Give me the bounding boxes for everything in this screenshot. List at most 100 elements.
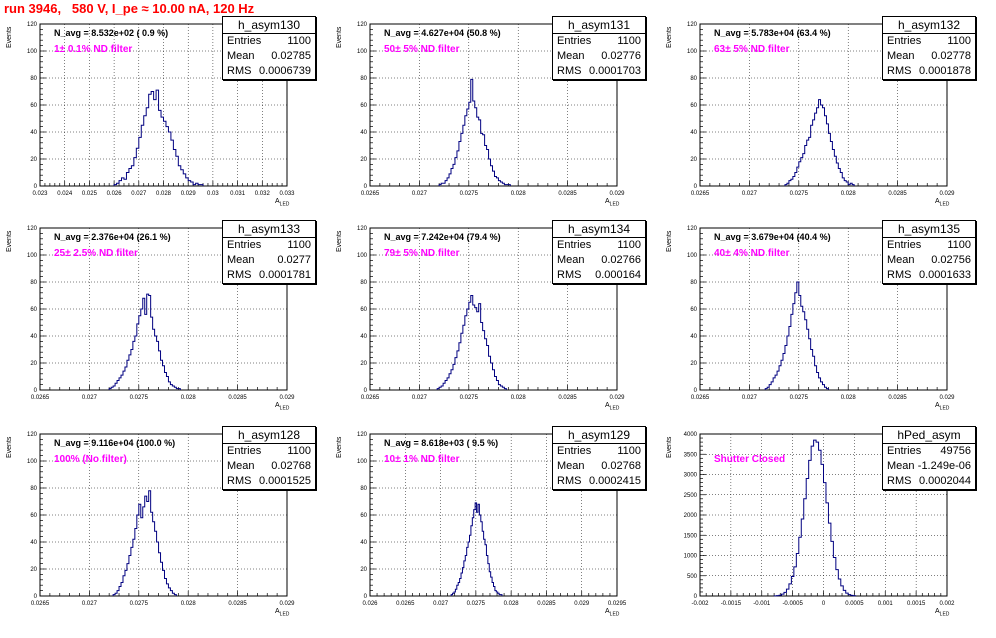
histogram-bin [465, 556, 466, 597]
histogram-bin [465, 316, 467, 390]
stat-entries-value: 49756 [940, 444, 971, 459]
y-tick-label: 0 [694, 388, 698, 394]
navg-label: N_avg = 7.242e+04 (79.4 %) [384, 232, 501, 242]
y-tick-label: 0 [694, 184, 698, 190]
x-tick-label: 0.027 [742, 191, 758, 197]
x-axis-label: ALED [275, 402, 289, 411]
histogram-bin [813, 120, 815, 186]
navg-label: N_avg = 5.783e+04 (63.4 %) [714, 28, 831, 38]
histogram-bin [477, 512, 478, 596]
stat-rms-value: 0.0001525 [259, 474, 311, 489]
histogram-bin [823, 108, 825, 186]
x-tick-label: 0.0285 [558, 191, 577, 197]
histogram-bin [471, 526, 472, 596]
y-tick-label: 40 [360, 540, 367, 546]
stat-mean-value: 0.02785 [271, 49, 311, 64]
y-tick-label: 40 [690, 130, 697, 136]
stat-mean-value: 0.02766 [601, 253, 641, 268]
y-tick-label: 80 [690, 76, 697, 82]
histogram-series [785, 100, 854, 186]
y-tick-label: 40 [360, 334, 367, 340]
histogram-bin [809, 137, 811, 186]
y-tick-label: 60 [30, 307, 37, 313]
histogram-bin [485, 146, 487, 187]
x-tick-label: -0.0015 [721, 601, 742, 607]
histogram-bin [821, 464, 823, 596]
x-tick-label: 0.0275 [460, 191, 479, 197]
histogram-bin [151, 512, 153, 596]
x-axis-label-subscript: LED [280, 611, 290, 617]
filter-annotation: 100% (No filter) [54, 454, 127, 465]
x-tick-label: 0.028 [156, 191, 172, 197]
histogram-bin [146, 108, 148, 186]
y-tick-label: 0 [34, 184, 38, 190]
y-tick-label: 40 [30, 334, 37, 340]
histogram-bin [473, 101, 475, 186]
y-tick-label: 80 [30, 486, 37, 492]
y-tick-label: 40 [30, 540, 37, 546]
x-tick-label: 0.027 [131, 191, 147, 197]
stat-rms-key: RMS [557, 474, 581, 489]
histogram-bin [475, 108, 477, 186]
stat-mean-key: Mean [557, 253, 585, 268]
x-tick-label: 0.027 [742, 395, 758, 401]
histogram-bin [131, 350, 133, 391]
y-tick-label: 0 [694, 594, 698, 600]
histogram-bin [803, 312, 805, 390]
y-tick-label: 2500 [684, 493, 698, 499]
histogram-bin [478, 504, 479, 596]
histogram-bin [816, 442, 818, 596]
y-axis-label: Events [666, 27, 673, 48]
filter-annotation: 10± 1% ND filter [384, 454, 460, 465]
y-tick-label: 120 [27, 22, 38, 28]
y-tick-label: 40 [690, 334, 697, 340]
stat-mean-value: 0.02776 [601, 49, 641, 64]
histogram-name: h_asym134 [553, 221, 645, 238]
x-tick-label: 0.002 [939, 601, 955, 607]
x-tick-label: 0.028 [181, 395, 197, 401]
y-tick-label: 100 [27, 253, 38, 259]
histogram-series [113, 491, 176, 596]
navg-label: N_avg = 3.679e+04 (40.4 %) [714, 232, 831, 242]
histogram-bin [477, 312, 479, 390]
histogram-name: h_asym128 [223, 427, 315, 444]
histogram-bin [473, 305, 475, 390]
x-axis-label-subscript: LED [610, 405, 620, 411]
y-axis-label: Events [6, 437, 13, 458]
y-tick-label: 60 [360, 103, 367, 109]
histogram-bin [469, 302, 471, 390]
y-tick-label: 60 [690, 307, 697, 313]
histogram-series [439, 79, 510, 186]
x-axis-label: ALED [935, 402, 949, 411]
stat-entries-value: 1100 [287, 238, 311, 253]
histogram-bin [124, 179, 126, 186]
stat-mean: Mean 0.02766 [553, 253, 645, 268]
histogram-bin [483, 331, 485, 390]
y-tick-label: 20 [360, 567, 367, 573]
x-tick-label: 0.028 [511, 191, 527, 197]
histogram-bin [143, 507, 145, 596]
histogram-bin [467, 109, 469, 186]
histogram-bin [471, 296, 473, 391]
histogram-bin [144, 116, 146, 186]
x-axis-label: ALED [935, 198, 949, 207]
x-tick-label: 0.028 [504, 601, 520, 607]
filter-annotation: 25± 2.5% ND filter [54, 248, 138, 259]
stat-mean-value: 0.02756 [931, 253, 971, 268]
y-tick-label: 0 [364, 388, 368, 394]
y-tick-label: 120 [357, 226, 368, 232]
y-tick-label: 120 [357, 22, 368, 28]
stat-entries-key: Entries [557, 238, 591, 253]
y-tick-label: 100 [357, 49, 368, 55]
histogram-bin [485, 339, 487, 390]
y-tick-label: 20 [690, 361, 697, 367]
stat-entries-value: 1100 [287, 34, 311, 49]
